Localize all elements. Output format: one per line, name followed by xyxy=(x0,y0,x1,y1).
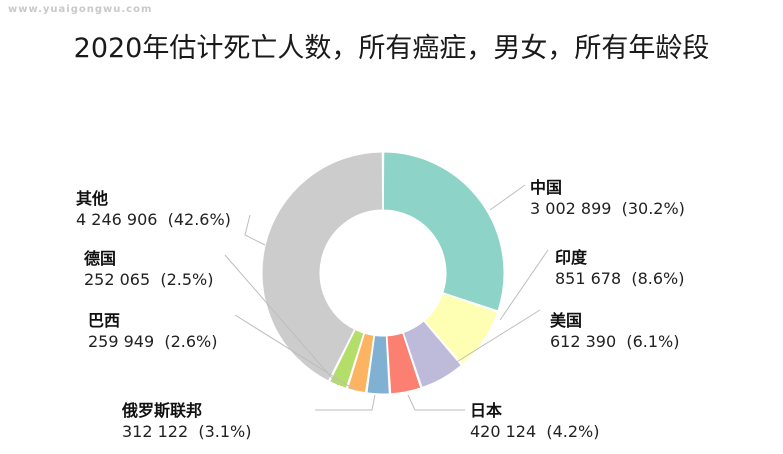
slice-label-4: 俄罗斯联邦 xyxy=(121,401,202,420)
slice-value-7: 4 246 906 (42.6%) xyxy=(76,210,231,229)
slice-2 xyxy=(402,320,462,389)
chart-title: 2020年估计死亡人数，所有癌症，男女，所有年龄段 xyxy=(73,33,710,64)
watermark: www.yuaigongwu.com xyxy=(8,4,153,15)
slice-label-1: 印度 xyxy=(555,248,588,267)
slice-label-3: 日本 xyxy=(470,401,502,420)
leader-line-7 xyxy=(244,214,266,246)
slice-label-5: 巴西 xyxy=(88,311,120,330)
slice-value-3: 420 124 (4.2%) xyxy=(470,422,599,441)
slice-value-0: 3 002 899 (30.2%) xyxy=(530,199,685,218)
slice-label-0: 中国 xyxy=(530,178,562,197)
leader-line-2 xyxy=(446,309,541,369)
leader-line-6 xyxy=(224,254,339,386)
leader-lines-group xyxy=(224,184,549,411)
slice-label-6: 德国 xyxy=(84,249,116,268)
slice-4 xyxy=(366,334,390,395)
slice-0 xyxy=(382,151,505,312)
slice-value-2: 612 390 (6.1%) xyxy=(550,332,679,351)
leader-line-1 xyxy=(499,249,549,321)
leader-line-4 xyxy=(315,394,376,411)
slice-value-4: 312 122 (3.1%) xyxy=(122,422,251,441)
leader-line-5 xyxy=(234,314,356,391)
leader-line-3 xyxy=(407,394,465,411)
slice-5 xyxy=(346,332,375,394)
slice-label-2: 美国 xyxy=(550,311,582,330)
slice-3 xyxy=(386,332,422,395)
leader-line-0 xyxy=(489,184,526,211)
slice-7 xyxy=(261,151,384,382)
slice-value-6: 252 065 (2.5%) xyxy=(84,270,213,289)
slices-group xyxy=(261,151,505,395)
labels-group: 中国 3 002 899 (30.2%) 印度 851 678 (8.6%) 美国 612… xyxy=(76,178,685,441)
slice-value-1: 851 678 (8.6%) xyxy=(555,269,684,288)
slice-1 xyxy=(423,292,499,366)
slice-value-5: 259 949 (2.6%) xyxy=(88,332,217,351)
slice-label-7: 其他 xyxy=(76,189,108,208)
slice-6 xyxy=(329,328,365,389)
